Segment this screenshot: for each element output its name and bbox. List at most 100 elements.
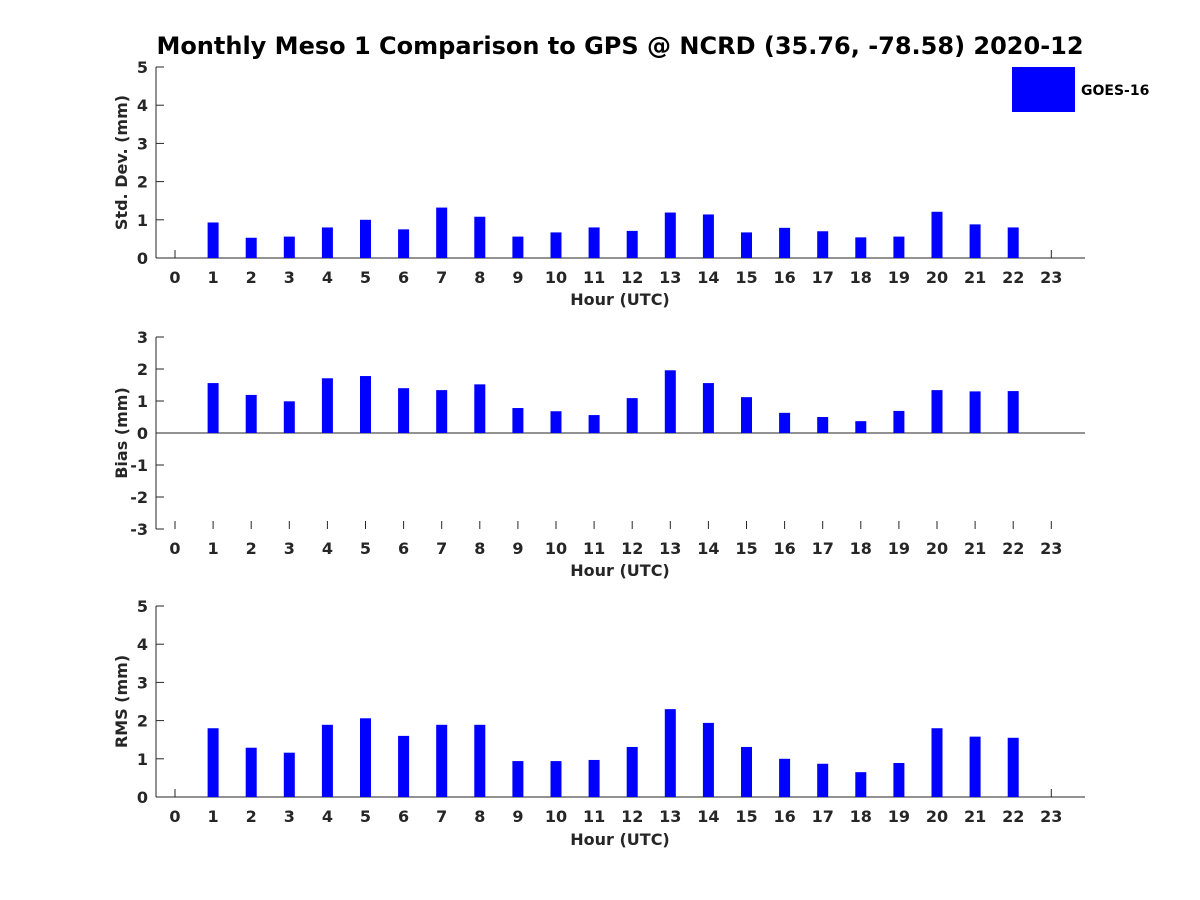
x-tick-label: 3 — [284, 539, 295, 558]
y-tick-label: -2 — [130, 488, 148, 507]
x-tick-label: 22 — [1002, 539, 1024, 558]
bar-bias-hour-3 — [283, 401, 295, 433]
bar-bias-hour-14 — [702, 383, 714, 433]
x-tick-label: 4 — [322, 539, 333, 558]
bar-bias-hour-18 — [855, 421, 867, 433]
y-tick-label: 3 — [137, 328, 148, 347]
x-tick-label: 16 — [773, 539, 795, 558]
bar-rms-hour-17 — [817, 763, 829, 797]
bar-rms-hour-18 — [855, 772, 867, 797]
bar-std-dev-hour-7 — [436, 207, 448, 258]
bar-rms-hour-11 — [588, 759, 600, 797]
x-tick-label: 11 — [583, 268, 605, 287]
y-tick-label: 2 — [137, 360, 148, 379]
bar-std-dev-hour-4 — [321, 227, 333, 258]
bar-rms-hour-4 — [321, 724, 333, 797]
x-tick-label: 17 — [812, 268, 834, 287]
x-tick-label: 9 — [512, 268, 523, 287]
y-tick-label: -3 — [130, 520, 148, 539]
x-tick-label: 8 — [474, 539, 485, 558]
x-tick-label: 0 — [169, 539, 180, 558]
x-tick-label: 15 — [735, 539, 757, 558]
x-tick-label: 9 — [512, 807, 523, 826]
bar-rms-hour-22 — [1007, 737, 1019, 797]
y-tick-label: 0 — [137, 249, 148, 268]
y-tick-label: -1 — [130, 456, 148, 475]
bar-std-dev-hour-2 — [245, 237, 257, 258]
bar-std-dev-hour-16 — [779, 227, 791, 258]
x-tick-label: 20 — [926, 807, 948, 826]
x-tick-label: 3 — [284, 268, 295, 287]
x-tick-label: 13 — [659, 268, 681, 287]
legend: GOES-16 — [1012, 67, 1149, 112]
y-axis-label-std-dev: Std. Dev. (mm) — [112, 95, 131, 230]
bar-bias-hour-15 — [741, 397, 752, 433]
x-tick-label: 14 — [697, 268, 719, 287]
x-tick-label: 2 — [246, 539, 257, 558]
bar-std-dev-hour-8 — [474, 216, 486, 258]
y-tick-label: 0 — [137, 424, 148, 443]
x-tick-label: 13 — [659, 539, 681, 558]
x-tick-label: 1 — [208, 807, 219, 826]
x-tick-label: 10 — [545, 268, 567, 287]
x-tick-label: 21 — [964, 539, 986, 558]
y-tick-label: 3 — [137, 673, 148, 692]
bar-bias-hour-9 — [512, 408, 524, 433]
bar-bias-hour-17 — [817, 417, 829, 433]
y-tick-label: 2 — [137, 173, 148, 192]
x-tick-label: 9 — [512, 539, 523, 558]
bar-std-dev-hour-18 — [855, 237, 867, 258]
bar-std-dev-hour-12 — [626, 230, 638, 258]
bar-std-dev-hour-10 — [550, 232, 562, 258]
x-tick-label: 2 — [246, 807, 257, 826]
bar-bias-hour-7 — [436, 390, 448, 433]
bar-bias-hour-5 — [360, 376, 371, 433]
legend-label-goes-16: GOES-16 — [1081, 83, 1149, 99]
x-tick-label: 1 — [208, 539, 219, 558]
x-tick-label: 15 — [735, 268, 757, 287]
bar-rms-hour-6 — [398, 735, 410, 797]
x-tick-label: 23 — [1040, 268, 1062, 287]
bar-std-dev-hour-21 — [969, 224, 981, 258]
x-tick-label: 10 — [545, 539, 567, 558]
bar-rms-hour-12 — [626, 746, 638, 797]
y-tick-label: 5 — [137, 597, 148, 616]
x-tick-label: 5 — [360, 807, 371, 826]
bar-rms-hour-5 — [360, 718, 371, 797]
bar-std-dev-hour-15 — [741, 232, 752, 258]
x-tick-label: 19 — [888, 807, 910, 826]
bar-rms-hour-15 — [741, 746, 752, 797]
y-tick-label: 5 — [137, 58, 148, 77]
x-tick-label: 18 — [850, 268, 872, 287]
x-tick-label: 2 — [246, 268, 257, 287]
x-tick-label: 14 — [697, 807, 719, 826]
x-tick-label: 12 — [621, 539, 643, 558]
bar-std-dev-hour-20 — [931, 211, 943, 258]
bar-std-dev-hour-1 — [207, 222, 219, 258]
x-axis-label-bias: Hour (UTC) — [570, 561, 670, 580]
x-tick-label: 18 — [850, 539, 872, 558]
bar-rms-hour-13 — [664, 709, 676, 797]
x-tick-label: 16 — [773, 268, 795, 287]
x-tick-label: 23 — [1040, 807, 1062, 826]
y-tick-label: 3 — [137, 134, 148, 153]
bar-rms-hour-1 — [207, 728, 219, 797]
x-tick-label: 21 — [964, 268, 986, 287]
bar-bias-hour-16 — [779, 412, 791, 433]
x-tick-label: 5 — [360, 268, 371, 287]
x-tick-label: 0 — [169, 268, 180, 287]
bar-rms-hour-2 — [245, 747, 257, 797]
bar-bias-hour-12 — [626, 398, 638, 433]
bar-bias-hour-1 — [207, 383, 219, 433]
x-tick-label: 7 — [436, 539, 447, 558]
x-tick-label: 3 — [284, 807, 295, 826]
x-tick-label: 7 — [436, 807, 447, 826]
x-tick-label: 22 — [1002, 807, 1024, 826]
x-tick-label: 13 — [659, 807, 681, 826]
x-tick-label: 17 — [812, 539, 834, 558]
legend-swatch-goes-16 — [1012, 67, 1075, 112]
x-tick-label: 4 — [322, 268, 333, 287]
